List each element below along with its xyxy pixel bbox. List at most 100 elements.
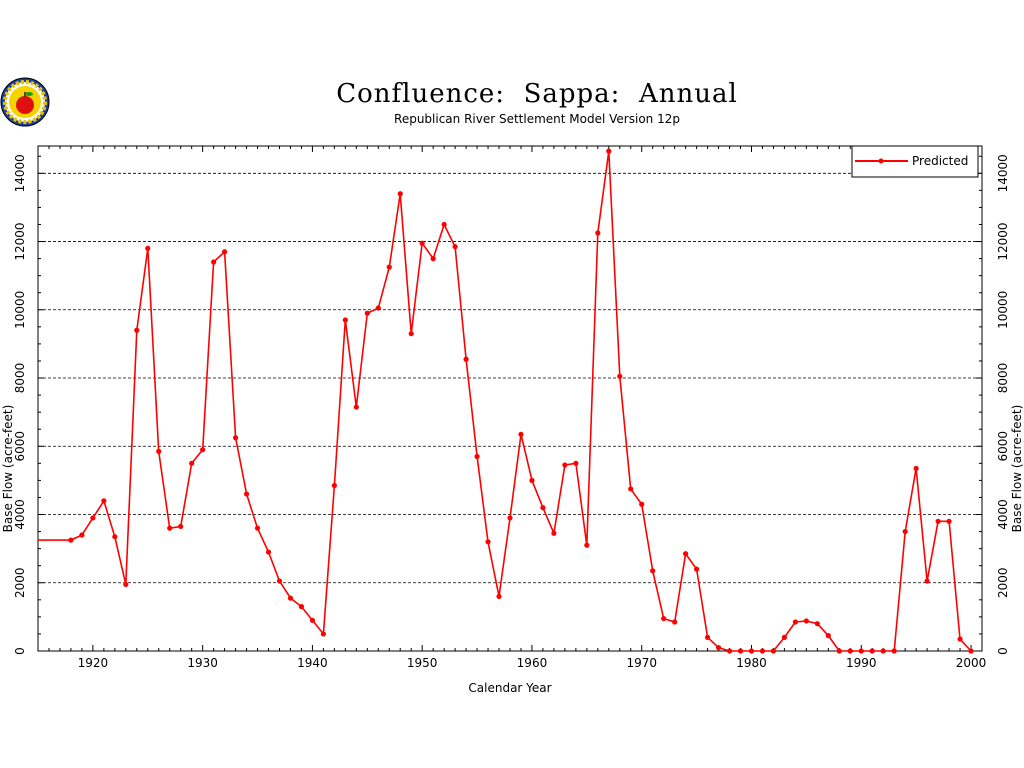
data-point: [628, 486, 634, 492]
data-point: [474, 453, 480, 460]
data-point: [584, 542, 590, 548]
data-point: [617, 373, 623, 379]
data-point: [650, 568, 656, 574]
data-point: [748, 648, 755, 654]
data-point: [243, 491, 250, 497]
data-point: [430, 256, 436, 262]
legend-label-predicted: Predicted: [912, 154, 968, 168]
y-tick-label-left: 0: [13, 647, 27, 655]
y-tick-label-left: 12000: [13, 222, 27, 260]
data-point: [353, 404, 359, 410]
y-tick-label-left: 6000: [13, 431, 27, 462]
x-tick-label: 1970: [626, 656, 657, 670]
x-tick-label: 1990: [846, 656, 877, 670]
data-point: [957, 636, 963, 642]
data-point: [331, 482, 337, 489]
data-point: [101, 498, 107, 504]
data-point: [364, 310, 370, 316]
data-point: [683, 551, 689, 557]
grid-lines: [38, 172, 982, 584]
x-tick-label: 1920: [78, 656, 109, 670]
data-point: [265, 549, 272, 555]
y-axis-label-left: Base Flow (acre-feet): [1, 405, 15, 533]
data-point: [507, 515, 513, 521]
y-tick-label-right: 4000: [996, 499, 1010, 530]
x-axis-label: Calendar Year: [468, 681, 551, 695]
y-tick-label-right: 2000: [996, 567, 1010, 598]
data-point: [287, 595, 294, 601]
data-point: [661, 615, 667, 622]
data-point: [189, 460, 195, 466]
data-point: [222, 249, 228, 255]
data-point: [452, 244, 458, 250]
data-point: [540, 505, 546, 511]
legend-marker: [878, 158, 884, 164]
data-point: [595, 230, 601, 236]
data-point: [704, 634, 711, 640]
data-point: [913, 465, 919, 472]
x-axis: 1920 1930 1940 1950 1960 1970 1980 1990 2000: [37, 146, 987, 670]
y-tick-label-right: 14000: [996, 154, 1010, 192]
x-tick-label: 1960: [517, 656, 548, 670]
data-point: [397, 191, 403, 197]
data-point: [781, 634, 788, 640]
series-predicted: [38, 148, 974, 654]
data-point: [694, 566, 700, 572]
data-point: [298, 604, 305, 610]
chart-title: Confluence: Sappa: Annual: [336, 79, 738, 109]
data-point: [518, 431, 524, 437]
y-tick-label-left: 4000: [13, 499, 27, 530]
data-point: [386, 264, 392, 270]
data-point: [529, 477, 535, 483]
data-point: [836, 648, 842, 654]
data-point: [737, 648, 744, 654]
legend: Predicted: [851, 145, 979, 178]
data-point: [232, 435, 239, 441]
x-tick-label: 2000: [956, 656, 987, 670]
data-point: [891, 648, 897, 654]
y-tick-label-left: 2000: [13, 567, 27, 598]
data-point: [167, 525, 173, 531]
data-point: [496, 593, 502, 600]
plot-frame: [37, 145, 983, 652]
data-point: [375, 305, 381, 311]
data-point: [551, 530, 557, 536]
data-point: [639, 501, 645, 507]
data-point: [320, 631, 326, 637]
data-point: [847, 648, 853, 654]
data-point: [935, 518, 941, 524]
data-point: [858, 648, 864, 654]
y-tick-label-left: 8000: [13, 363, 27, 394]
data-point: [419, 240, 425, 246]
data-point: [869, 648, 875, 654]
data-point: [902, 528, 908, 535]
data-point: [211, 259, 217, 265]
x-tick-label: 1930: [187, 656, 218, 670]
data-point: [606, 148, 612, 154]
y-tick-label-right: 0: [996, 647, 1010, 655]
data-point: [880, 648, 886, 654]
data-point: [145, 245, 151, 251]
data-point: [200, 447, 206, 453]
data-point: [309, 617, 316, 623]
data-point: [342, 317, 348, 323]
series-line: [38, 150, 972, 652]
data-point: [924, 578, 930, 584]
data-point: [814, 621, 820, 627]
data-point: [90, 515, 96, 521]
data-point: [441, 221, 447, 228]
data-point: [112, 534, 118, 540]
y-tick-label-left: 10000: [13, 291, 27, 329]
data-point: [803, 618, 809, 624]
data-point: [134, 327, 140, 333]
data-point: [726, 648, 733, 654]
data-point: [770, 648, 777, 654]
y-tick-label-right: 10000: [996, 291, 1010, 329]
x-tick-label: 1980: [736, 656, 767, 670]
y-tick-label-right: 12000: [996, 222, 1010, 260]
data-point: [276, 578, 283, 584]
data-point: [463, 356, 469, 362]
data-point: [968, 648, 974, 654]
data-point: [178, 523, 184, 530]
